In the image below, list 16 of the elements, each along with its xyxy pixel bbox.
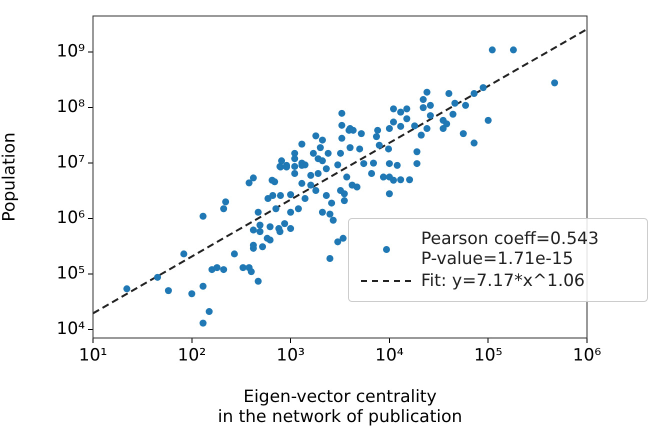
x-tick-label: 10³: [276, 346, 305, 366]
y-tick-label: 10⁷: [56, 152, 86, 173]
x-tick-label: 10⁶: [572, 346, 602, 366]
y-tick-label: 10⁹: [56, 42, 86, 62]
y-axis-title: Population: [0, 132, 20, 222]
legend-label: Pearson coeff=0.543 P-value=1.71e-15: [421, 229, 599, 269]
x-tick-label: 10⁴: [375, 346, 404, 366]
legend-label: Fit: y=7.17*x^1.06: [421, 271, 585, 291]
y-tick-label: 10⁴: [56, 318, 86, 339]
y-tick-label: 10⁶: [56, 208, 86, 228]
y-tick-label: 10⁵: [56, 263, 85, 284]
x-tick-label: 10²: [178, 346, 206, 366]
x-tick-label: 10⁵: [474, 346, 502, 366]
y-tick-label: 10⁸: [56, 97, 86, 118]
x-tick-label: 10¹: [78, 346, 108, 366]
x-axis-title: Eigen-vector centrality in the network of publication: [218, 386, 462, 428]
